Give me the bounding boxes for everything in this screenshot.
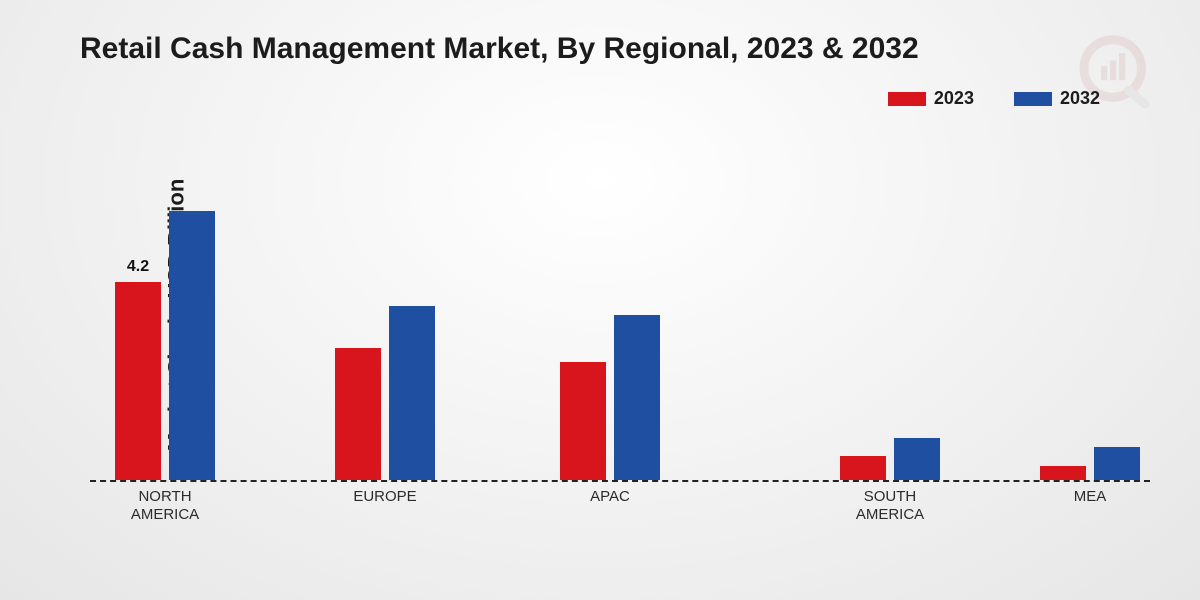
bar xyxy=(614,315,660,480)
x-category-label: APAC xyxy=(535,488,685,506)
legend-label: 2023 xyxy=(934,88,974,109)
bar-group xyxy=(535,150,685,480)
plot-area: 4.2 xyxy=(90,150,1150,480)
bar xyxy=(1040,466,1086,480)
chart-title: Retail Cash Management Market, By Region… xyxy=(80,32,919,66)
legend-swatch xyxy=(888,92,926,106)
bar xyxy=(169,211,215,480)
bar xyxy=(894,438,940,480)
bar xyxy=(1094,447,1140,480)
bar-group xyxy=(310,150,460,480)
x-category-label: SOUTHAMERICA xyxy=(815,488,965,524)
legend: 2023 2032 xyxy=(888,88,1100,109)
chart-canvas: Retail Cash Management Market, By Region… xyxy=(0,0,1200,600)
x-category-label: MEA xyxy=(1015,488,1165,506)
legend-item: 2023 xyxy=(888,88,974,109)
bar xyxy=(560,362,606,480)
bar xyxy=(335,348,381,480)
x-axis-labels: NORTHAMERICAEUROPEAPACSOUTHAMERICAMEA xyxy=(90,488,1150,548)
bar-group xyxy=(90,150,240,480)
x-axis-line xyxy=(90,480,1150,482)
bar-group xyxy=(815,150,965,480)
bar xyxy=(389,306,435,480)
bar xyxy=(840,456,886,480)
x-category-label: EUROPE xyxy=(310,488,460,506)
bar xyxy=(115,282,161,480)
legend-item: 2032 xyxy=(1014,88,1100,109)
bar-value-label: 4.2 xyxy=(110,258,166,276)
bar-group xyxy=(1015,150,1165,480)
legend-label: 2032 xyxy=(1060,88,1100,109)
legend-swatch xyxy=(1014,92,1052,106)
x-category-label: NORTHAMERICA xyxy=(90,488,240,524)
